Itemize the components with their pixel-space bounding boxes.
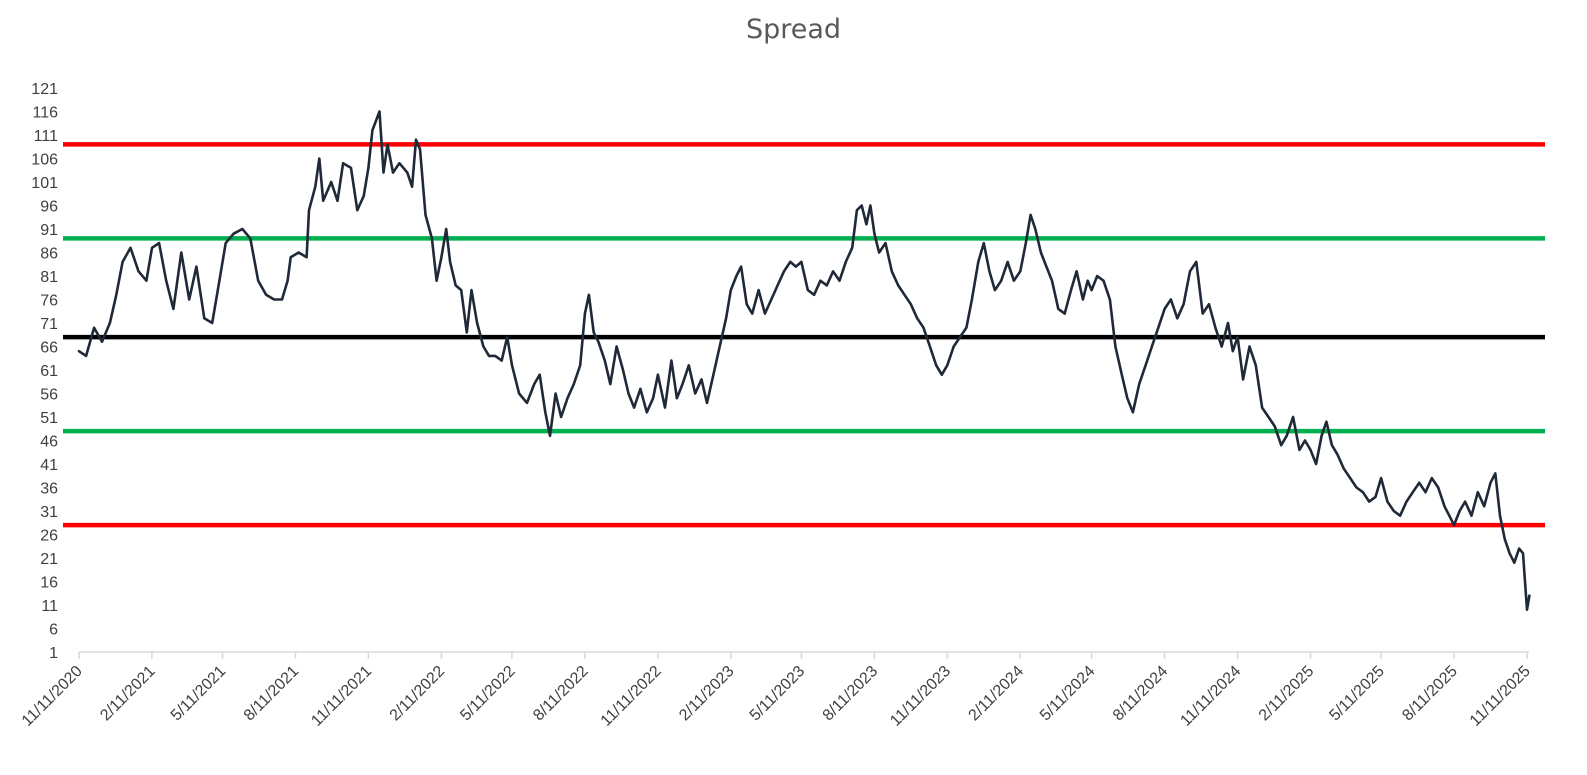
y-tick-label: 116 [32, 105, 58, 122]
y-tick-label: 6 [49, 622, 58, 639]
y-tick-label: 71 [40, 316, 58, 333]
y-tick-label: 111 [34, 128, 58, 145]
y-tick-label: 31 [40, 504, 58, 521]
x-tick-label: 2/11/2023 [676, 663, 738, 725]
y-tick-label: 41 [40, 457, 58, 474]
y-tick-label: 61 [40, 363, 58, 380]
y-tick-label: 16 [40, 575, 58, 592]
x-tick-label: 11/11/2022 [598, 663, 665, 730]
x-tick-label: 11/11/2021 [308, 663, 375, 730]
y-tick-label: 96 [40, 199, 58, 216]
y-tick-label: 11 [41, 598, 58, 615]
y-tick-label: 106 [31, 152, 58, 169]
x-tick-label: 8/11/2022 [530, 663, 592, 725]
y-tick-label: 56 [40, 387, 58, 404]
y-tick-label: 36 [40, 481, 58, 498]
x-tick-label: 5/11/2022 [457, 663, 519, 725]
x-tick-label: 5/11/2023 [747, 663, 809, 725]
y-tick-label: 76 [40, 293, 58, 310]
y-tick-label: 81 [40, 269, 58, 286]
x-tick-label: 8/11/2025 [1399, 663, 1461, 725]
x-tick-label: 11/11/2023 [887, 663, 954, 730]
y-tick-label: 86 [40, 246, 58, 263]
y-tick-label: 46 [40, 434, 58, 451]
x-tick-label: 8/11/2023 [820, 663, 882, 725]
x-tick-label: 2/11/2022 [387, 663, 449, 725]
x-tick-label: 11/11/2024 [1177, 663, 1244, 730]
y-tick-label: 121 [31, 81, 58, 98]
x-tick-label: 5/11/2021 [168, 663, 230, 725]
x-tick-label: 8/11/2024 [1110, 663, 1172, 725]
x-tick-label: 2/11/2025 [1256, 663, 1318, 725]
spread-series-line [77, 110, 1531, 611]
y-tick-label: 21 [40, 551, 58, 568]
y-tick-label: 1 [49, 645, 58, 662]
y-tick-label: 26 [40, 528, 58, 545]
y-tick-label: 101 [31, 175, 58, 192]
x-tick-label: 5/11/2024 [1037, 663, 1099, 725]
x-tick-label: 2/11/2024 [966, 663, 1028, 725]
x-tick-label: 2/11/2021 [97, 663, 159, 725]
chart-title: Spread [745, 14, 842, 45]
y-tick-label: 51 [40, 410, 58, 427]
x-tick-label: 8/11/2021 [241, 663, 303, 725]
y-tick-label: 66 [40, 340, 58, 357]
y-tick-label: 91 [40, 222, 58, 239]
x-tick-label: 11/11/2025 [1467, 663, 1534, 730]
x-tick-label: 11/11/2020 [19, 663, 86, 730]
x-tick-label: 5/11/2025 [1326, 663, 1388, 725]
